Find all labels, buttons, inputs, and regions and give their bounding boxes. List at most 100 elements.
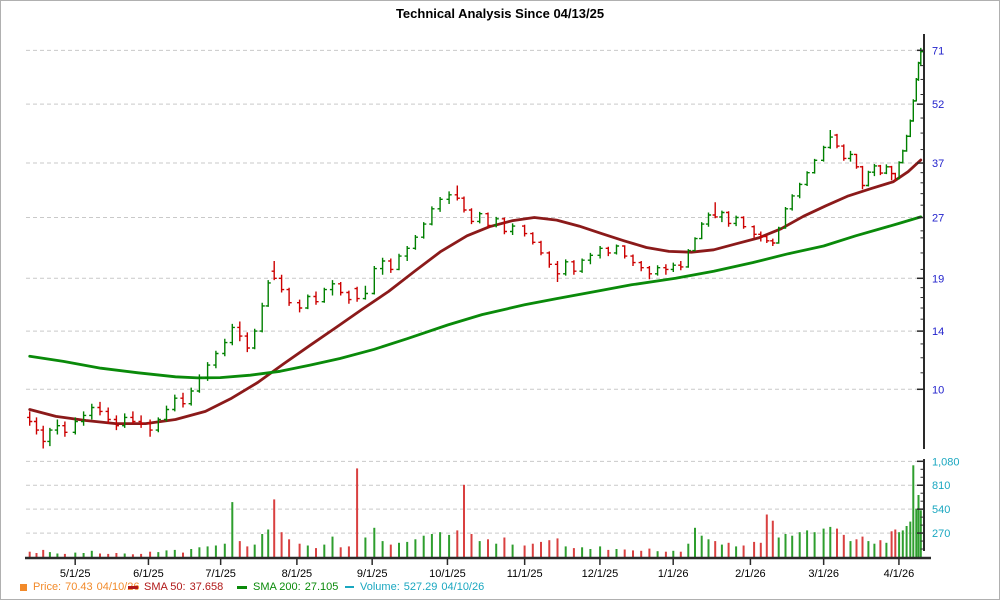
volume-bar (347, 546, 350, 557)
volume-bar (714, 541, 717, 557)
legend-item-price: Price: 70.43 04/10/26 (20, 581, 143, 593)
volume-tick-label: 1,080 (932, 456, 960, 468)
volume-bar (261, 534, 264, 557)
volume-bar (523, 545, 526, 557)
volume-bar (836, 528, 838, 557)
ohlc-bar (546, 251, 552, 268)
x-tick-label: 1/1/26 (658, 568, 689, 580)
volume-bar (648, 548, 651, 557)
ohlc-bar (205, 362, 211, 381)
volume-bar (115, 553, 118, 557)
volume-bar (157, 552, 160, 557)
volume-bar (273, 499, 276, 557)
ohlc-bar (827, 130, 833, 149)
legend-volume-text: Volume: 527.29 04/10/26 (360, 581, 485, 593)
sma200-line (28, 215, 923, 380)
volume-bar (406, 541, 409, 557)
volume-bar (288, 539, 291, 557)
volume-tick-label: 810 (932, 480, 950, 492)
ohlc-bar (404, 246, 410, 261)
volume-bar (905, 526, 908, 557)
volume-bar (813, 532, 816, 557)
volume-dash-marker-icon (345, 586, 354, 588)
ohlc-bar (354, 286, 360, 302)
ohlc-bar (741, 216, 747, 229)
x-tick-label: 6/1/25 (133, 568, 164, 580)
x-axis: 5/1/25 6/1/25 7/1/25 8/1/25 9/1/25 10/1/25 11/… (25, 556, 931, 580)
x-tick-label: 10/1/25 (429, 568, 466, 580)
ohlc-bar (726, 211, 732, 227)
volume-bar (607, 549, 610, 557)
volume-bar (842, 534, 845, 557)
volume-bar (373, 527, 376, 557)
volume-bar (339, 547, 342, 557)
ohlc-bar (821, 145, 827, 162)
volume-bar (107, 553, 110, 557)
x-tick-label: 8/1/25 (282, 568, 313, 580)
volume-bar (777, 537, 780, 557)
volume-bar (599, 546, 602, 557)
ohlc-bar (229, 323, 235, 346)
ohlc-bar (646, 266, 652, 280)
ohlc-bar (259, 302, 265, 333)
ohlc-bar (883, 164, 889, 175)
price-tick-label: 10 (932, 384, 944, 396)
volume-bar (356, 468, 359, 557)
volume-bar (478, 541, 481, 557)
volume-bar (890, 531, 893, 557)
legend-sma200-text: SMA 200: 27.105 (253, 581, 339, 593)
ohlc-bar (54, 419, 60, 435)
ohlc-bar (429, 206, 435, 226)
ohlc-bar (163, 405, 170, 422)
volume-bar (581, 547, 584, 557)
volume-bar (503, 537, 506, 557)
ohlc-bar (485, 212, 491, 229)
volume-bar (82, 553, 85, 557)
ohlc-bar (538, 240, 544, 256)
ohlc-bar (770, 238, 776, 246)
x-tick-label: 2/1/26 (735, 568, 766, 580)
volume-bar (35, 553, 38, 557)
ohlc-bar (530, 232, 536, 245)
volume-axis: 1,080 810 540 270 (917, 456, 960, 551)
volume-bar (123, 553, 126, 557)
ohlc-bar (279, 274, 285, 293)
ohlc-bar (630, 254, 636, 266)
ohlc-bar (501, 217, 507, 235)
volume-bar (873, 543, 876, 557)
ohlc-bar (900, 149, 906, 164)
ohlc-bar (446, 191, 452, 204)
ohlc-bar (670, 262, 676, 272)
ohlc-bar (81, 411, 87, 426)
ohlc-bar (579, 258, 585, 273)
ohlc-bar (329, 280, 336, 296)
volume-gridlines (26, 460, 923, 534)
ohlc-bar (563, 259, 569, 276)
ohlc-bar (155, 417, 161, 433)
volume-bar (463, 484, 465, 557)
volume-bar (672, 550, 675, 557)
volume-bar (564, 546, 567, 557)
volume-bar (238, 541, 241, 557)
ohlc-bar (834, 133, 840, 149)
ohlc-bar (321, 287, 327, 303)
volume-bar (198, 547, 201, 557)
ohlc-bar (699, 222, 705, 240)
volume-bar (901, 530, 904, 557)
volume-bar (206, 546, 209, 557)
volume-bar (74, 552, 77, 557)
volume-bar (806, 530, 809, 557)
volume-bar (182, 552, 184, 557)
volume-bar (28, 551, 31, 557)
price-tick-label: 27 (932, 213, 944, 225)
volume-bar (879, 540, 882, 557)
volume-bar (727, 542, 730, 557)
ohlc-bar (437, 197, 443, 212)
volume-bar (798, 532, 801, 557)
volume-bar (632, 550, 634, 557)
volume-bar (707, 539, 710, 557)
ohlc-bar (910, 99, 916, 122)
x-tick-label: 7/1/25 (205, 568, 236, 580)
price-tick-label: 71 (932, 45, 944, 57)
ohlc-bar (764, 235, 770, 243)
